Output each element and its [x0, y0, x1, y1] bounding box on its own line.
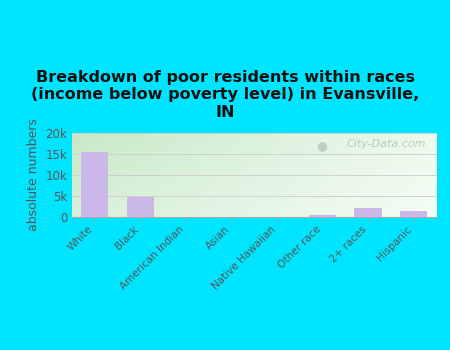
- Y-axis label: absolute numbers: absolute numbers: [27, 119, 40, 231]
- Bar: [400, 211, 428, 217]
- Bar: [127, 197, 154, 217]
- Text: City-Data.com: City-Data.com: [346, 139, 426, 149]
- Bar: [81, 152, 108, 217]
- Text: Breakdown of poor residents within races
(income below poverty level) in Evansvi: Breakdown of poor residents within races…: [31, 70, 419, 120]
- Text: ●: ●: [316, 139, 327, 152]
- Bar: [309, 215, 336, 217]
- Bar: [355, 208, 382, 217]
